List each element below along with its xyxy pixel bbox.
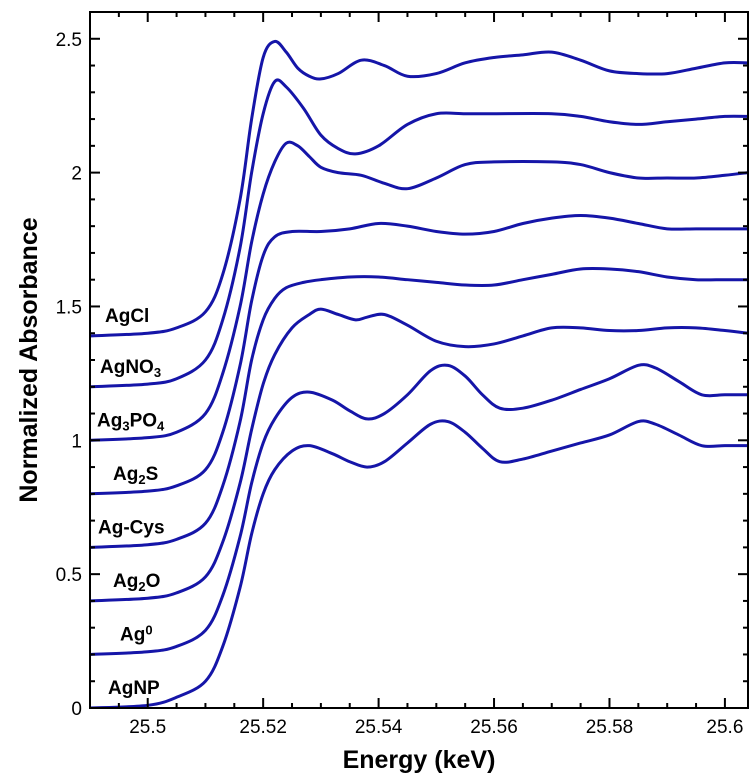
y-tick-label: 1 xyxy=(71,431,82,452)
x-axis-title: Energy (keV) xyxy=(343,746,496,774)
y-tick-label: 1.5 xyxy=(56,297,82,318)
y-tick-label: 0 xyxy=(71,699,82,720)
series-line-ag0 xyxy=(90,363,748,656)
series-label-ag3po4: Ag3PO4 xyxy=(97,410,165,433)
series-line-ag3po4 xyxy=(90,140,748,442)
series-line-agnp xyxy=(90,419,748,708)
series-label-ag-cys: Ag-Cys xyxy=(98,517,165,538)
series-label-agcl: AgCl xyxy=(105,306,149,327)
x-tick-label: 25.6 xyxy=(706,717,743,738)
series-line-ag-cys xyxy=(90,266,748,549)
series-label-ag0: Ag0 xyxy=(120,623,153,646)
series-label-agnp: AgNP xyxy=(108,678,160,699)
curves-layer xyxy=(90,39,748,708)
series-labels-layer: AgCl AgNO3 Ag3PO4 Ag2S Ag-Cys Ag2O Ag0 AgNP xyxy=(97,306,165,699)
x-tick-label: 25.52 xyxy=(239,717,287,738)
tick-labels-layer: 25.5 25.52 25.54 25.56 25.58 25.6 0 0.5 1 1.5 2 2.5 xyxy=(56,30,744,738)
x-tick-label: 25.5 xyxy=(129,717,166,738)
series-label-ag2s: Ag2S xyxy=(113,464,158,487)
series-line-agno3 xyxy=(90,78,748,389)
x-tick-label: 25.56 xyxy=(470,717,518,738)
y-tick-label: 2.5 xyxy=(56,30,82,51)
series-line-ag2o xyxy=(90,307,748,603)
y-tick-label: 0.5 xyxy=(56,565,82,586)
y-tick-label: 2 xyxy=(71,164,82,185)
series-line-ag2s xyxy=(90,213,748,496)
x-tick-label: 25.54 xyxy=(355,717,403,738)
ticks-layer xyxy=(90,12,748,708)
series-label-agno3: AgNO3 xyxy=(100,357,161,380)
series-label-ag2o: Ag2O xyxy=(113,571,160,594)
y-axis-title: Normalized Absorbance xyxy=(15,217,43,502)
series-line-agcl xyxy=(90,39,748,338)
x-tick-label: 25.58 xyxy=(586,717,634,738)
